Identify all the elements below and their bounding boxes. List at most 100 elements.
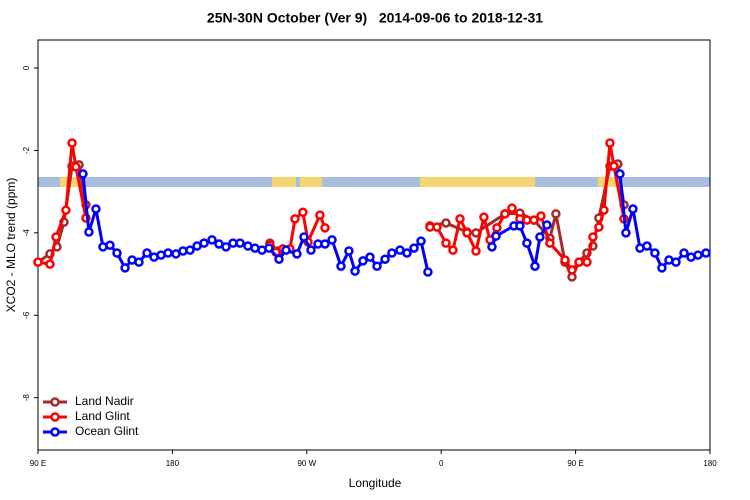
point (560, 255, 570, 265)
point (163, 248, 173, 258)
x-tick-label: 0 (439, 459, 444, 468)
point (372, 261, 382, 271)
point (529, 215, 539, 225)
x-tick-label: 180 (703, 459, 717, 468)
point (105, 240, 115, 250)
point (588, 232, 598, 242)
point (594, 222, 604, 232)
point (112, 248, 122, 258)
point (492, 223, 502, 233)
point (402, 248, 412, 258)
point (71, 162, 81, 172)
point (455, 214, 465, 224)
point (358, 256, 368, 266)
point (605, 138, 615, 148)
point (142, 248, 152, 258)
y-tick-label: -8 (22, 394, 31, 402)
point (281, 245, 291, 255)
point (574, 257, 584, 267)
point (441, 218, 451, 228)
point (409, 243, 419, 253)
point (551, 209, 561, 219)
point (657, 263, 667, 273)
x-tick-label: 180 (166, 459, 180, 468)
point (507, 203, 517, 213)
point (500, 209, 510, 219)
point (274, 254, 284, 264)
point (207, 235, 217, 245)
point (515, 221, 525, 231)
point (78, 169, 88, 179)
x-tick-label: 90 E (30, 459, 46, 468)
x-tick-label: 90 E (567, 459, 583, 468)
chart-title: 25N-30N October (Ver 9) 2014-09-06 to 20… (207, 10, 543, 26)
point (235, 238, 245, 248)
point (45, 259, 55, 269)
y-tick-label: -4 (22, 229, 31, 237)
point (416, 236, 426, 246)
point (344, 246, 354, 256)
point (679, 248, 689, 258)
point (365, 252, 375, 262)
point (320, 223, 330, 233)
point (462, 228, 472, 238)
point (432, 222, 442, 232)
point (621, 228, 631, 238)
point (599, 205, 609, 215)
y-axis-label: XCO2 - MLO trend (ppm) (4, 178, 18, 313)
point (701, 248, 711, 258)
point (471, 246, 481, 256)
point (650, 248, 660, 258)
plot-frame (37, 39, 711, 451)
point (628, 204, 638, 214)
point (387, 248, 397, 258)
point (642, 241, 652, 251)
point (320, 239, 330, 249)
point (336, 261, 346, 271)
y-tick-label: -6 (22, 311, 31, 319)
point (61, 205, 71, 215)
point (491, 231, 501, 241)
point (542, 220, 552, 230)
point (290, 214, 300, 224)
point (487, 242, 497, 252)
point (91, 204, 101, 214)
y-tick-label: -2 (22, 146, 31, 154)
legend-marker (50, 412, 60, 422)
legend-marker (50, 397, 60, 407)
point (522, 238, 532, 248)
point (299, 232, 309, 242)
point (120, 263, 130, 273)
point (185, 245, 195, 255)
point (51, 232, 61, 242)
point (423, 267, 433, 277)
point (350, 266, 360, 276)
point (315, 210, 325, 220)
point (535, 232, 545, 242)
point (306, 245, 316, 255)
point (327, 235, 337, 245)
point (134, 257, 144, 267)
x-tick-label: 90 W (297, 459, 316, 468)
point (582, 257, 592, 267)
point (536, 211, 546, 221)
point (479, 212, 489, 222)
point (84, 227, 94, 237)
point (530, 261, 540, 271)
legend-label: Land Glint (75, 409, 130, 423)
x-axis-label: Longitude (349, 476, 402, 490)
point (264, 243, 274, 253)
y-tick-label: 0 (22, 65, 31, 70)
legend-marker (50, 427, 60, 437)
legend-label: Ocean Glint (75, 424, 139, 438)
point (615, 169, 625, 179)
point (221, 242, 231, 252)
point (292, 249, 302, 259)
point (567, 265, 577, 275)
point (441, 238, 451, 248)
point (671, 257, 681, 267)
point (298, 207, 308, 217)
map-strip (38, 177, 710, 187)
point (33, 257, 43, 267)
point (448, 245, 458, 255)
